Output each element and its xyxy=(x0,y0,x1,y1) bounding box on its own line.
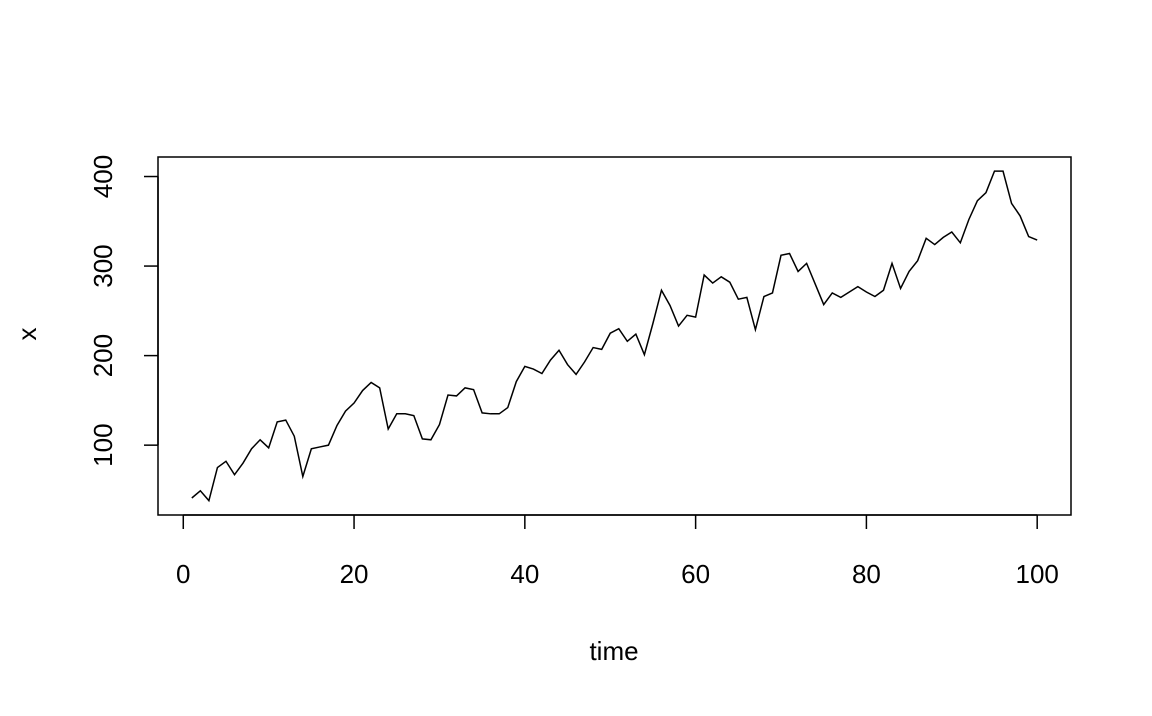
y-axis-label: x xyxy=(12,328,42,341)
x-tick-label: 100 xyxy=(1015,559,1058,589)
y-tick-label: 200 xyxy=(88,334,118,377)
x-tick-label: 20 xyxy=(340,559,369,589)
y-tick-label: 300 xyxy=(88,244,118,287)
x-tick-label: 0 xyxy=(176,559,190,589)
plot-box xyxy=(157,156,1072,516)
y-tick-label: 400 xyxy=(88,155,118,198)
x-tick-label: 60 xyxy=(681,559,710,589)
x-tick-label: 80 xyxy=(852,559,881,589)
x-axis-label: time xyxy=(589,636,638,666)
y-tick-label: 100 xyxy=(88,423,118,466)
x-tick-label: 40 xyxy=(510,559,539,589)
data-line xyxy=(191,170,1038,503)
